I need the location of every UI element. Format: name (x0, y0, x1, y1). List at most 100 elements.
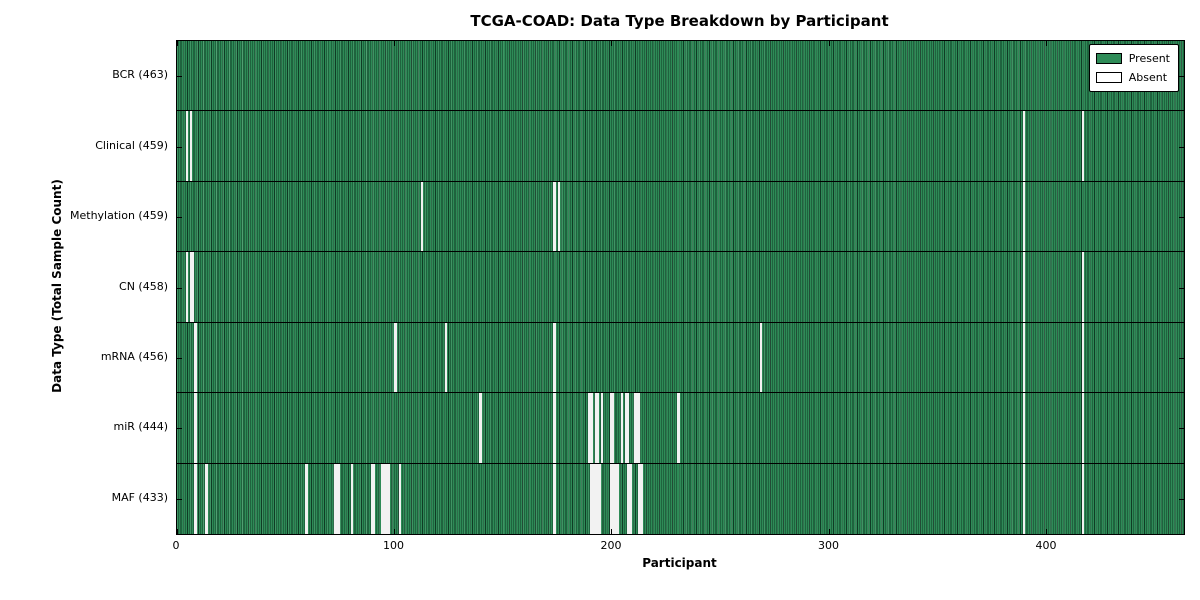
absent-stripe (190, 111, 193, 181)
absent-stripe (609, 393, 613, 463)
heatmap-row-methylation (177, 181, 1184, 253)
absent-stripe (625, 393, 628, 463)
absent-stripe (633, 393, 636, 463)
y-tick-label: miR (444) (113, 420, 169, 434)
absent-stripe (337, 463, 341, 534)
absent-stripe (381, 463, 384, 534)
absent-stripe (1081, 393, 1085, 463)
absent-stripe (1081, 111, 1085, 181)
y-tick-mark (177, 357, 182, 359)
absent-stripe (1023, 393, 1026, 463)
y-tick-label: MAF (433) (111, 490, 168, 504)
heatmap-row-clinical (177, 111, 1184, 182)
x-tick-mark (828, 41, 830, 46)
absent-stripe (611, 463, 615, 534)
absent-stripe (638, 463, 641, 534)
absent-stripe (596, 463, 600, 534)
absent-stripe (194, 463, 197, 534)
absent-stripe (479, 393, 482, 463)
absent-stripe (553, 463, 556, 534)
y-tick-mark (177, 428, 182, 430)
x-tick-mark (611, 529, 613, 534)
absent-stripe (398, 463, 402, 534)
absent-stripe (611, 393, 615, 463)
chart-title: TCGA-COAD: Data Type Breakdown by Partic… (470, 12, 889, 30)
absent-stripe (616, 463, 619, 534)
absent-stripe (677, 393, 680, 463)
y-tick-label: BCR (463) (112, 68, 168, 82)
absent-stripe (194, 393, 197, 463)
x-tick-mark (177, 41, 178, 46)
absent-stripe (372, 463, 375, 534)
absent-stripe (553, 181, 556, 252)
y-tick-mark (177, 287, 182, 289)
y-tick-label: Clinical (459) (95, 138, 168, 152)
y-tick-mark (177, 76, 182, 78)
absent-stripe (598, 463, 602, 534)
x-tick-mark (1046, 529, 1048, 534)
heatmap-row-mir (177, 393, 1184, 464)
absent-stripe (590, 463, 593, 534)
absent-stripe (1081, 463, 1085, 534)
y-tick-mark (1179, 428, 1184, 430)
legend-swatch-absent (1095, 72, 1122, 83)
x-tick-mark (828, 529, 830, 534)
absent-stripe (370, 463, 373, 534)
absent-stripe (592, 463, 595, 534)
absent-stripe (190, 252, 193, 322)
y-tick-label: Methylation (459) (70, 209, 168, 223)
absent-stripe (629, 463, 632, 534)
absent-stripe (588, 393, 591, 463)
absent-stripe (394, 322, 397, 393)
absent-stripe (557, 181, 560, 252)
absent-stripe (553, 322, 556, 393)
absent-stripe (194, 322, 197, 393)
x-tick-mark (1046, 41, 1048, 46)
absent-stripe (383, 463, 386, 534)
absent-stripe (1081, 252, 1085, 322)
absent-stripe (596, 393, 600, 463)
y-tick-mark (177, 146, 182, 148)
legend-item-present: Present (1095, 49, 1170, 68)
absent-stripe (1081, 322, 1085, 393)
x-tick-label: 400 (1035, 539, 1057, 552)
absent-stripe (601, 393, 604, 463)
absent-stripe (635, 393, 639, 463)
legend-label-absent: Absent (1128, 71, 1168, 84)
absent-stripe (444, 322, 447, 393)
x-tick-mark (393, 41, 395, 46)
absent-stripe (620, 393, 623, 463)
absent-stripe (627, 393, 630, 463)
absent-stripe (614, 463, 617, 534)
heatmap-row-bcr (177, 41, 1184, 112)
absent-stripe (1023, 463, 1026, 534)
y-tick-label: CN (458) (119, 279, 168, 293)
x-tick-label: 200 (600, 539, 622, 552)
y-tick-mark (1179, 217, 1184, 219)
x-tick-label: 100 (382, 539, 404, 552)
absent-stripe (305, 463, 308, 534)
absent-stripe (640, 463, 643, 534)
y-tick-label: mRNA (456) (100, 349, 168, 363)
absent-stripe (385, 463, 389, 534)
legend-item-absent: Absent (1095, 68, 1170, 87)
absent-stripe (1023, 252, 1026, 322)
y-tick-mark (1179, 357, 1184, 359)
heatmap-row-cn (177, 252, 1184, 323)
x-axis-label: Participant (642, 556, 717, 570)
y-tick-mark (1179, 76, 1184, 78)
plot-area: Present Absent (176, 40, 1185, 535)
legend-swatch-present (1095, 53, 1122, 64)
absent-stripe (335, 463, 339, 534)
absent-stripe (627, 463, 630, 534)
absent-stripe (594, 463, 597, 534)
absent-stripe (609, 463, 613, 534)
y-tick-mark (1179, 287, 1184, 289)
absent-stripe (350, 463, 354, 534)
absent-stripe (387, 463, 391, 534)
x-tick-mark (393, 529, 395, 534)
absent-stripe (1023, 322, 1026, 393)
y-tick-mark (177, 217, 182, 219)
absent-stripe (205, 463, 208, 534)
